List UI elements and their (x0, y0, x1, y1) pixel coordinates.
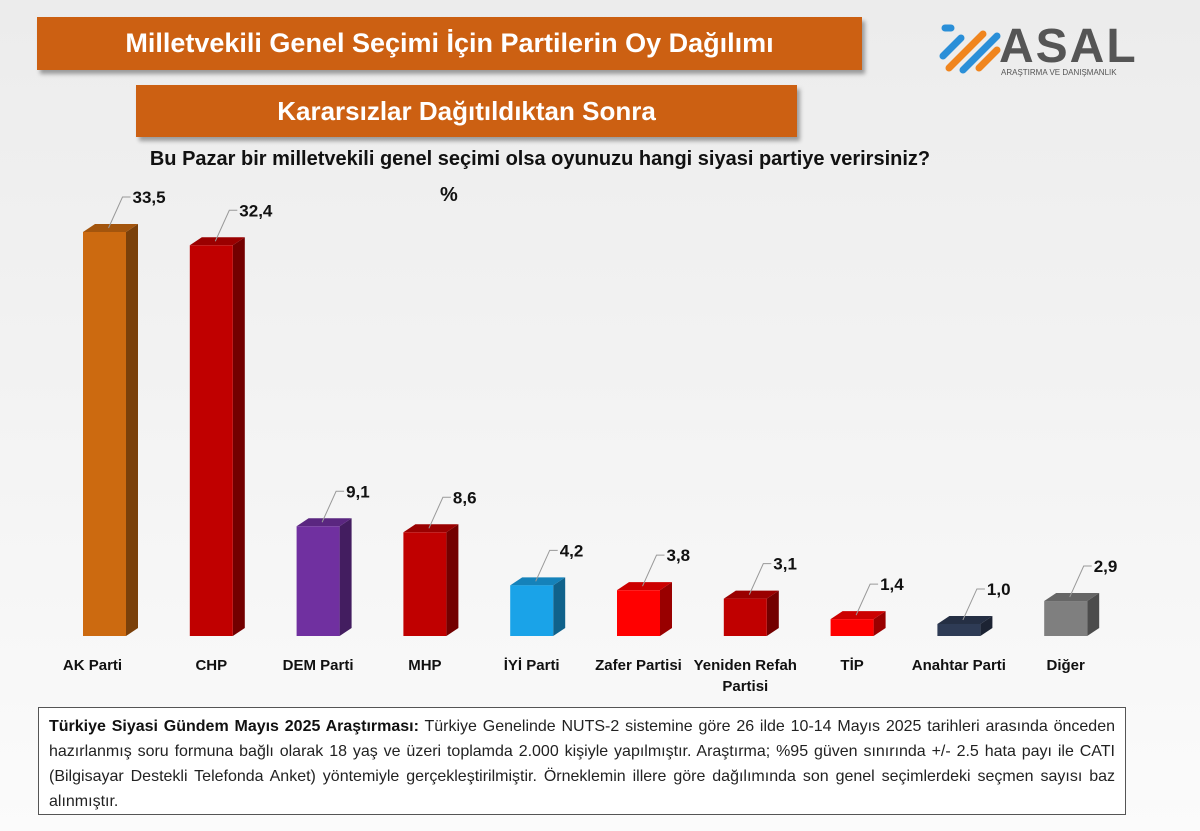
bar-side (553, 577, 566, 636)
chart-unit: % (440, 184, 458, 206)
value-label: 2,9 (1094, 557, 1118, 576)
bar-5 (510, 577, 566, 636)
bar-side (660, 582, 672, 636)
bar-9 (937, 615, 993, 636)
leader-line (428, 496, 451, 529)
note-heading: Türkiye Siyasi Gündem Mayıs 2025 Araştır… (49, 718, 419, 735)
value-label: 1,4 (880, 575, 904, 594)
bar-10 (1044, 593, 1100, 636)
leader-line (321, 490, 345, 523)
bar-front (510, 585, 554, 636)
bar-top (189, 237, 245, 246)
category-label: Yeniden Refah Partisi (693, 657, 797, 695)
methodology-note: Türkiye Siyasi Gündem Mayıs 2025 Araştır… (38, 707, 1126, 815)
bar-front (937, 623, 981, 636)
bar-8 (830, 611, 886, 636)
leader-line (642, 554, 665, 587)
value-label: 32,4 (239, 201, 273, 220)
bar-front (617, 590, 660, 636)
leader-line (535, 549, 558, 582)
asal-logo: ASAL ARAŞTIRMA VE DANIŞMANLIK (935, 16, 1155, 80)
bar-front (1044, 601, 1088, 636)
logo-tagline: ARAŞTIRMA VE DANIŞMANLIK (1001, 68, 1117, 77)
leader-line (855, 583, 879, 616)
bar-side (232, 237, 245, 636)
category-label: AK Parti (62, 657, 123, 674)
logo-name: ASAL (999, 20, 1138, 73)
bar-top (830, 611, 886, 620)
bar-1 (83, 224, 138, 636)
category-label: Diğer (1046, 657, 1085, 674)
banner-subtitle: Kararsızlar Dağıtıldıktan Sonra (136, 85, 797, 137)
bar-side (980, 615, 993, 636)
value-label: 3,1 (773, 555, 797, 574)
bar-top (723, 590, 779, 599)
asal-logo-mark: ASAL ARAŞTIRMA VE DANIŞMANLIK (939, 20, 1138, 77)
banner-title: Milletvekili Genel Seçimi İçin Partileri… (37, 17, 862, 70)
leader-line (748, 563, 772, 595)
category-label: CHP (195, 657, 228, 674)
bar-front (189, 245, 233, 636)
leader-line (962, 588, 985, 621)
bar-side (766, 590, 779, 636)
leader-line (214, 209, 238, 242)
value-label: 8,6 (453, 488, 477, 507)
category-label: Zafer Partisi (595, 657, 682, 674)
bar-front (403, 532, 447, 636)
bar-chart: 33,5 32,4 9,1 8,6 4,2 3,8 3,1 1,4 1,0 2,9 (83, 188, 1118, 636)
bar-6 (617, 582, 672, 636)
category-label: DEM Parti (282, 657, 354, 674)
category-label: TİP (840, 657, 864, 674)
bar-side (1087, 593, 1100, 636)
category-label: MHP (408, 657, 442, 674)
category-label: İYİ Parti (503, 657, 560, 674)
bar-2 (189, 237, 245, 636)
value-label: 3,8 (667, 546, 691, 565)
value-label: 1,0 (987, 580, 1011, 599)
bar-top (617, 582, 672, 591)
bar-3 (296, 518, 352, 636)
bar-side (126, 224, 138, 636)
bar-front (296, 526, 340, 636)
bar-top (937, 615, 993, 624)
value-label: 9,1 (346, 482, 370, 501)
value-label: 33,5 (133, 188, 166, 207)
chart-question: Bu Pazar bir milletvekili genel seçimi o… (149, 148, 931, 170)
value-label: 4,2 (560, 541, 584, 560)
bar-7 (723, 590, 779, 636)
bar-side (873, 611, 886, 636)
bar-front (830, 619, 874, 636)
bar-side (339, 518, 352, 636)
bar-4 (403, 524, 459, 636)
bar-top (296, 518, 352, 527)
note-text: Türkiye Genelinde NUTS-2 sistemine göre … (49, 718, 1115, 810)
bar-top (403, 524, 459, 533)
bar-top (83, 224, 138, 232)
bar-top (1044, 593, 1100, 602)
leader-line (1069, 565, 1092, 598)
category-label: Anahtar Parti (911, 657, 1006, 674)
bar-side (446, 524, 459, 636)
bar-front (723, 598, 767, 636)
leader-line (108, 196, 131, 229)
bar-top (510, 577, 566, 586)
bar-front (83, 232, 126, 636)
